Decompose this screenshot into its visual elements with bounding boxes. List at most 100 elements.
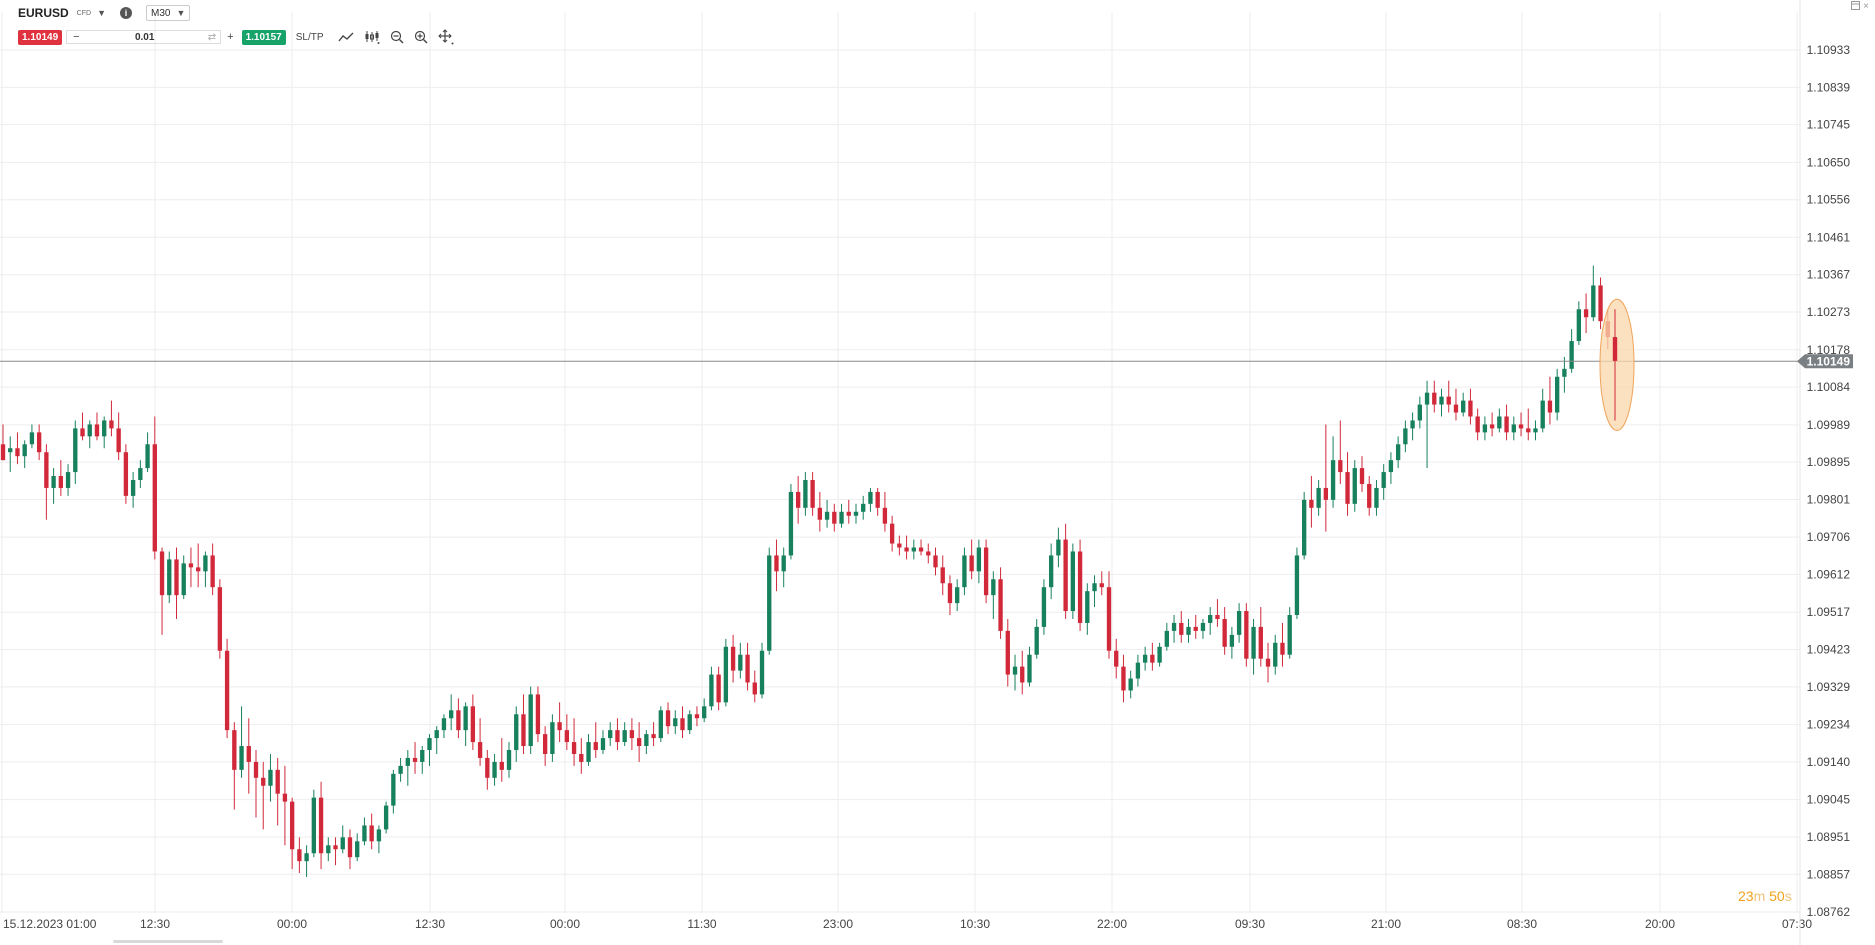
candle-body[interactable] <box>998 579 1003 631</box>
candle-body[interactable] <box>210 555 215 588</box>
candle-body[interactable] <box>615 730 620 743</box>
increase-quantity-button[interactable]: + <box>227 31 234 43</box>
candle-body[interactable] <box>752 682 757 695</box>
candle-body[interactable] <box>1468 400 1473 417</box>
candle-body[interactable] <box>1309 499 1314 508</box>
candle-body[interactable] <box>1208 615 1213 623</box>
candle-body[interactable] <box>1461 400 1466 413</box>
candle-body[interactable] <box>44 452 49 488</box>
candle-body[interactable] <box>1395 444 1401 461</box>
candle-body[interactable] <box>810 480 815 508</box>
candle-body[interactable] <box>0 444 6 461</box>
candle-body[interactable] <box>1077 551 1083 623</box>
candle-body[interactable] <box>1070 551 1076 612</box>
candle-body[interactable] <box>940 567 945 584</box>
candle-body[interactable] <box>550 722 555 754</box>
candle-body[interactable] <box>1446 396 1451 405</box>
candle-body[interactable] <box>1142 654 1148 663</box>
candle-body[interactable] <box>832 511 837 524</box>
candle-body[interactable] <box>1171 622 1177 631</box>
candle-body[interactable] <box>1092 583 1097 592</box>
candle-body[interactable] <box>246 746 251 762</box>
candle-body[interactable] <box>1215 615 1220 619</box>
candle-body[interactable] <box>579 753 584 762</box>
candle-body[interactable] <box>145 444 150 469</box>
candle-body[interactable] <box>1576 309 1582 342</box>
candle-body[interactable] <box>391 773 396 806</box>
candle-body[interactable] <box>976 547 982 572</box>
candle-body[interactable] <box>289 801 295 850</box>
candle-body[interactable] <box>420 750 425 762</box>
candle-body[interactable] <box>318 797 324 854</box>
candle-body[interactable] <box>275 769 280 794</box>
candle-body[interactable] <box>1547 400 1553 413</box>
candle-body[interactable] <box>434 730 439 739</box>
candle-body[interactable] <box>1381 472 1386 488</box>
candle-body[interactable] <box>1482 424 1488 433</box>
candle-body[interactable] <box>94 424 100 437</box>
candle-body[interactable] <box>1583 309 1589 318</box>
candle-body[interactable] <box>730 646 736 671</box>
candle-body[interactable] <box>1114 650 1119 667</box>
candle-body[interactable] <box>58 476 63 488</box>
candle-body[interactable] <box>904 547 909 552</box>
candle-body[interactable] <box>87 424 92 437</box>
candle-body[interactable] <box>1338 460 1343 473</box>
candle-body[interactable] <box>326 845 331 854</box>
candle-body[interactable] <box>181 563 186 596</box>
candle-body[interactable] <box>239 746 244 770</box>
candle-body[interactable] <box>73 428 78 473</box>
candle-body[interactable] <box>196 567 201 572</box>
candle-body[interactable] <box>1020 666 1025 683</box>
candle-body[interactable] <box>311 797 317 854</box>
candle-body[interactable] <box>138 468 143 481</box>
candle-body[interactable] <box>1287 615 1292 655</box>
candle-body[interactable] <box>868 491 873 504</box>
candle-body[interactable] <box>745 654 750 683</box>
candle-body[interactable] <box>1179 622 1184 635</box>
candle-body[interactable] <box>65 472 71 488</box>
candle-body[interactable] <box>926 551 931 556</box>
candle-body[interactable] <box>723 646 729 703</box>
candle-body[interactable] <box>188 563 194 568</box>
candle-body[interactable] <box>470 706 476 743</box>
indicators-icon[interactable] <box>364 30 380 44</box>
candle-body[interactable] <box>846 511 851 516</box>
candle-body[interactable] <box>955 587 960 604</box>
candle-body[interactable] <box>1186 626 1191 635</box>
candle-body[interactable] <box>398 765 403 774</box>
candle-body[interactable] <box>333 845 338 850</box>
decrease-quantity-button[interactable]: − <box>73 31 80 43</box>
candle-body[interactable] <box>817 507 823 520</box>
candle-body[interactable] <box>427 738 432 751</box>
candle-body[interactable] <box>969 555 974 572</box>
close-icon[interactable]: × <box>1863 1 1869 12</box>
candle-body[interactable] <box>788 491 794 556</box>
candle-body[interactable] <box>253 761 259 778</box>
candle-body[interactable] <box>1316 487 1321 508</box>
candle-body[interactable] <box>268 769 273 786</box>
candle-body[interactable] <box>1280 642 1285 655</box>
candle-body[interactable] <box>702 706 707 719</box>
candle-body[interactable] <box>449 710 454 719</box>
candle-body[interactable] <box>1453 404 1459 413</box>
candle-body[interactable] <box>485 757 490 778</box>
candle-body[interactable] <box>983 547 989 596</box>
candle-body[interactable] <box>297 849 302 862</box>
candle-body[interactable] <box>1511 424 1516 433</box>
candle-body[interactable] <box>1265 658 1271 667</box>
candle-body[interactable] <box>991 579 996 596</box>
candle-body[interactable] <box>1273 642 1278 667</box>
candle-body[interactable] <box>1258 626 1263 659</box>
candle-body[interactable] <box>658 710 663 739</box>
candle-body[interactable] <box>1193 626 1198 631</box>
candle-body[interactable] <box>1106 587 1112 651</box>
candle-body[interactable] <box>680 718 685 731</box>
candle-body[interactable] <box>1612 337 1618 361</box>
restore-icon[interactable] <box>1851 1 1861 13</box>
candle-body[interactable] <box>564 730 570 743</box>
candle-body[interactable] <box>1135 662 1141 679</box>
candle-body[interactable] <box>709 674 714 707</box>
candle-body[interactable] <box>1085 591 1090 623</box>
candle-body[interactable] <box>102 420 107 437</box>
